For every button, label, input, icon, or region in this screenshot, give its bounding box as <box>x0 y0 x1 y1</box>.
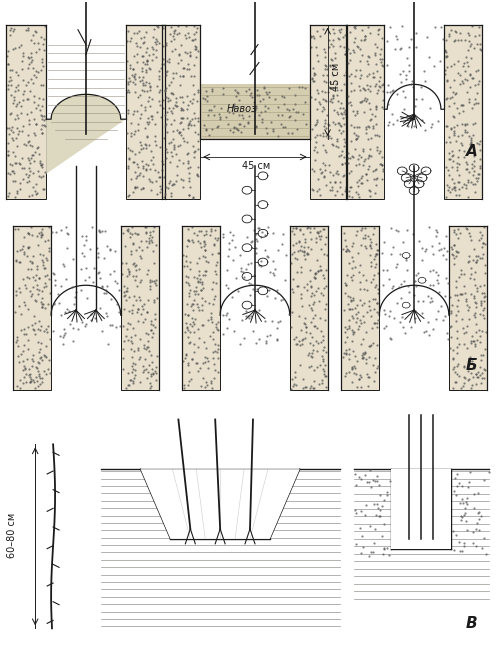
Text: Б: Б <box>466 357 477 373</box>
Polygon shape <box>391 469 451 549</box>
Bar <box>120 226 158 390</box>
Polygon shape <box>46 95 126 174</box>
Bar <box>126 24 166 199</box>
Bar <box>290 226 328 390</box>
Bar <box>342 226 380 390</box>
Bar <box>346 24 385 199</box>
Text: 45 см: 45 см <box>330 62 340 91</box>
Text: 45 см: 45 см <box>242 161 270 171</box>
Bar <box>310 24 348 199</box>
Bar <box>449 226 486 390</box>
Text: Навоз: Навоз <box>227 104 258 115</box>
Bar <box>444 24 482 199</box>
Polygon shape <box>140 469 300 539</box>
Bar <box>162 24 200 199</box>
Bar <box>14 226 51 390</box>
Text: A: A <box>466 144 477 159</box>
Bar <box>6 24 46 199</box>
Text: 60–80 см: 60–80 см <box>8 513 18 559</box>
Text: В: В <box>466 616 477 632</box>
Bar <box>200 84 310 139</box>
Bar <box>182 226 220 390</box>
